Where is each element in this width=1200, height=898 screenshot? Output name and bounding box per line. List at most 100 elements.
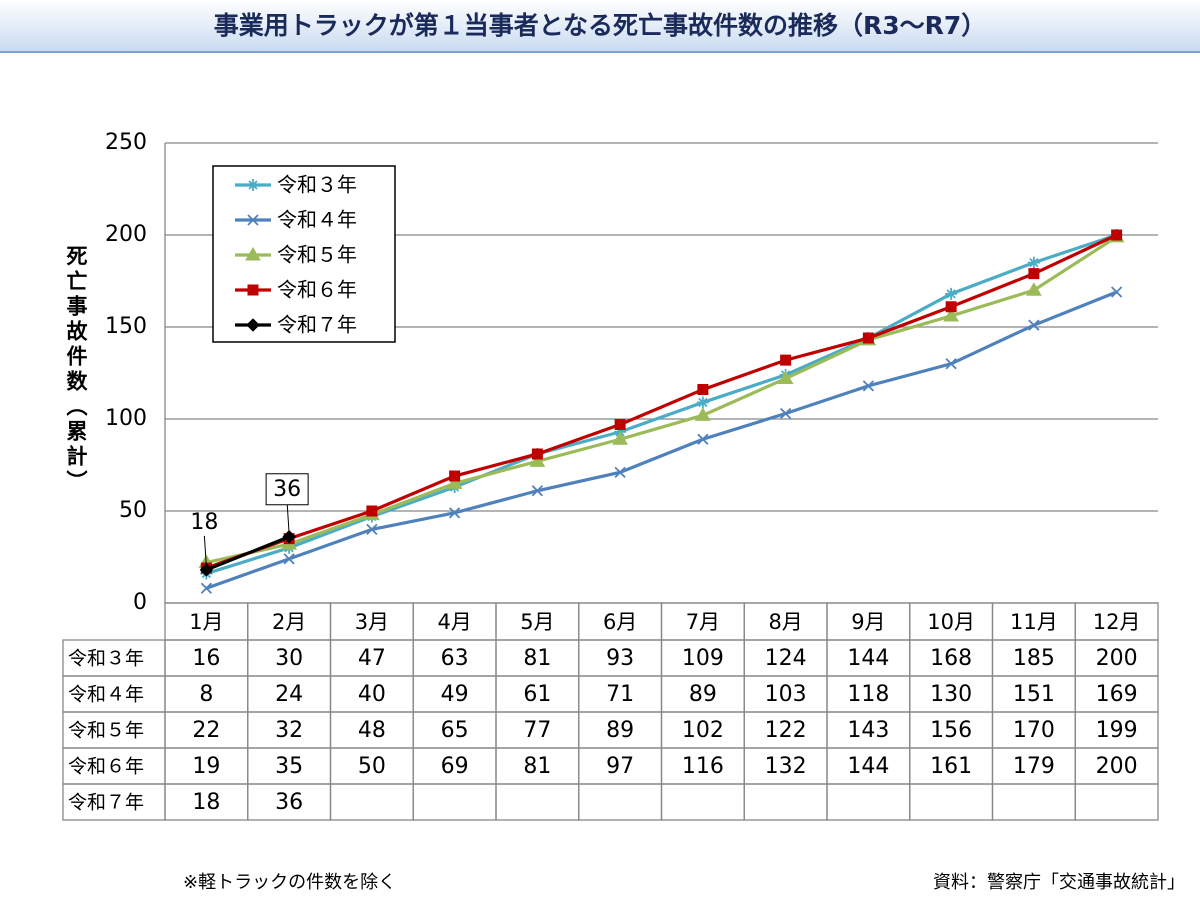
y-tick-label: 150 bbox=[105, 314, 147, 339]
table-value: 109 bbox=[682, 646, 724, 671]
table-value: 124 bbox=[765, 646, 807, 671]
table-value: 63 bbox=[441, 646, 469, 671]
table-value: 22 bbox=[192, 718, 220, 743]
table-value: 50 bbox=[358, 754, 386, 779]
marker bbox=[1027, 256, 1040, 269]
row-label: 令和７年 bbox=[68, 792, 144, 814]
legend-label: 令和５年 bbox=[277, 243, 357, 267]
y-tick-label: 100 bbox=[105, 406, 147, 431]
table-cell bbox=[826, 783, 911, 821]
table-value: 200 bbox=[1096, 754, 1138, 779]
marker bbox=[945, 358, 957, 370]
table-cell bbox=[909, 783, 994, 821]
table-value: 143 bbox=[847, 718, 889, 743]
marker bbox=[695, 407, 711, 421]
marker bbox=[247, 284, 259, 296]
marker bbox=[780, 354, 792, 366]
marker bbox=[1110, 286, 1123, 298]
table-value: 93 bbox=[606, 646, 634, 671]
marker bbox=[283, 553, 295, 565]
table-value: 169 bbox=[1096, 682, 1138, 707]
table-value: 179 bbox=[1013, 754, 1055, 779]
marker bbox=[945, 287, 958, 300]
marker bbox=[247, 214, 259, 226]
table-value: 65 bbox=[441, 718, 469, 743]
marker bbox=[943, 307, 959, 322]
table-value: 32 bbox=[275, 718, 303, 743]
table-cell bbox=[412, 783, 497, 821]
table-value: 156 bbox=[930, 718, 972, 743]
marker bbox=[1111, 229, 1123, 241]
marker bbox=[614, 466, 626, 478]
table-value: 199 bbox=[1096, 718, 1138, 743]
table-value: 49 bbox=[441, 682, 469, 707]
legend-label: 令和４年 bbox=[277, 208, 357, 232]
x-tick-label: 5月 bbox=[520, 610, 554, 634]
marker bbox=[614, 419, 626, 431]
x-tick-label: 8月 bbox=[768, 610, 802, 634]
marker bbox=[449, 470, 461, 482]
table-cell bbox=[743, 783, 828, 821]
marker bbox=[200, 582, 213, 594]
table-value: 200 bbox=[1096, 646, 1138, 671]
x-tick-label: 9月 bbox=[851, 610, 885, 634]
table-value: 69 bbox=[441, 754, 469, 779]
source: 資料：警察庁「交通事故統計」 bbox=[933, 872, 1185, 893]
table-value: 24 bbox=[275, 682, 303, 707]
table-value: 71 bbox=[606, 682, 634, 707]
data-label: 18 bbox=[190, 510, 218, 535]
marker bbox=[862, 332, 874, 344]
x-tick-label: 10月 bbox=[927, 610, 975, 634]
table-cell bbox=[1074, 783, 1159, 821]
y-tick-label: 50 bbox=[119, 498, 147, 523]
table-cell bbox=[329, 783, 414, 821]
x-tick-label: 4月 bbox=[437, 610, 471, 634]
chart-title: 事業用トラックが第１当事者となる死亡事故件数の推移（R3～R7） bbox=[214, 11, 987, 40]
table-value: 81 bbox=[523, 754, 551, 779]
marker bbox=[697, 384, 709, 396]
table-value: 89 bbox=[606, 718, 634, 743]
y-tick-label: 200 bbox=[105, 222, 147, 247]
label-leader bbox=[203, 535, 207, 567]
y-tick-label: 0 bbox=[133, 590, 147, 615]
series-line bbox=[206, 235, 1118, 565]
table-value: 16 bbox=[192, 646, 220, 671]
table-value: 170 bbox=[1013, 718, 1055, 743]
marker bbox=[1028, 268, 1040, 280]
table-value: 144 bbox=[847, 754, 889, 779]
marker bbox=[612, 431, 628, 445]
table-cell bbox=[660, 783, 745, 821]
x-tick-label: 12月 bbox=[1093, 610, 1141, 634]
marker bbox=[1026, 282, 1042, 296]
table-value: 122 bbox=[765, 718, 807, 743]
marker bbox=[777, 370, 794, 385]
marker bbox=[529, 453, 546, 467]
series-line bbox=[205, 233, 1118, 570]
table-value: 102 bbox=[682, 718, 724, 743]
x-tick-label: 1月 bbox=[189, 610, 223, 634]
table-value: 36 bbox=[275, 790, 303, 815]
row-label: 令和５年 bbox=[68, 720, 144, 742]
table-value: 35 bbox=[275, 754, 303, 779]
x-tick-label: 3月 bbox=[355, 610, 389, 634]
row-label: 令和３年 bbox=[68, 648, 144, 670]
table-value: 8 bbox=[199, 682, 213, 707]
legend-label: 令和６年 bbox=[277, 278, 357, 302]
marker bbox=[1028, 319, 1040, 331]
marker bbox=[531, 485, 544, 497]
marker bbox=[246, 318, 260, 332]
table-value: 130 bbox=[930, 682, 972, 707]
table-value: 30 bbox=[275, 646, 303, 671]
table-value: 47 bbox=[358, 646, 386, 671]
row-label: 令和４年 bbox=[68, 684, 144, 706]
table-value: 168 bbox=[930, 646, 972, 671]
marker bbox=[779, 407, 792, 420]
table-value: 161 bbox=[930, 754, 972, 779]
legend-label: 令和３年 bbox=[277, 173, 357, 197]
marker bbox=[862, 380, 875, 392]
table-value: 40 bbox=[358, 682, 386, 707]
table-value: 97 bbox=[606, 754, 634, 779]
table-value: 18 bbox=[192, 790, 220, 815]
x-tick-label: 11月 bbox=[1010, 610, 1058, 634]
